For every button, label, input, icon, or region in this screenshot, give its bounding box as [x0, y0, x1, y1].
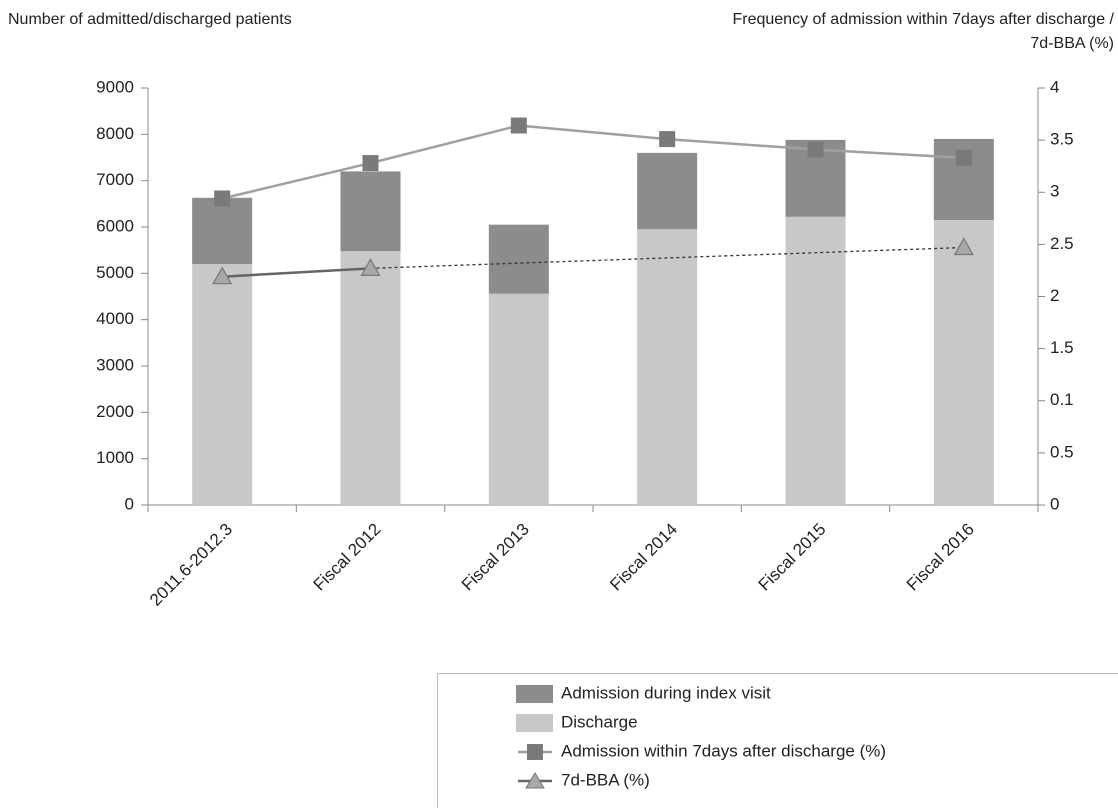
bar — [637, 229, 698, 506]
y2-axis-title: Frequency of admission within 7days afte… — [732, 11, 1114, 28]
gap-connector — [370, 246, 964, 270]
bar — [488, 293, 549, 505]
line-marker — [212, 266, 233, 285]
y2-tick-label: 4 — [1050, 77, 1059, 96]
line-marker — [214, 190, 231, 207]
y-axis-title: Number of admitted/discharged patients — [8, 11, 292, 28]
line-marker — [953, 237, 974, 256]
y-tick-label: 3000 — [96, 355, 134, 374]
y-tick-label: 1000 — [96, 448, 134, 467]
y2-tick-label: 0 — [1050, 494, 1059, 513]
x-tick-label: Fiscal 2014 — [606, 520, 681, 595]
x-tick-label: Fiscal 2016 — [903, 520, 978, 595]
y2-tick-label: 3 — [1050, 182, 1059, 201]
legend-swatch — [516, 714, 553, 732]
line-marker — [955, 149, 972, 166]
x-tick-label: Fiscal 2013 — [458, 520, 533, 595]
x-tick-label: Fiscal 2015 — [755, 520, 830, 595]
y-tick-label: 5000 — [96, 263, 134, 282]
y2-tick-label: 3.5 — [1050, 130, 1074, 149]
line-marker — [510, 117, 527, 134]
bar — [192, 197, 253, 265]
legend-label: 7d-BBA (%) — [561, 770, 650, 789]
line-marker — [659, 131, 676, 148]
bar — [340, 171, 401, 252]
y-tick-label: 0 — [125, 494, 134, 513]
bar — [488, 224, 549, 294]
x-tick-label: 2011.6-2012.3 — [146, 520, 236, 610]
y2-tick-label: 0.1 — [1050, 390, 1074, 409]
line-marker — [362, 155, 379, 172]
line — [221, 124, 964, 200]
legend-marker — [527, 744, 543, 760]
y2-tick-label: 0.5 — [1050, 442, 1074, 461]
line — [222, 267, 371, 278]
y-tick-label: 9000 — [96, 77, 134, 96]
bar — [637, 152, 698, 230]
line-marker — [807, 141, 824, 158]
x-tick-label: Fiscal 2012 — [310, 520, 385, 595]
legend-swatch — [516, 685, 553, 703]
y-tick-label: 4000 — [96, 309, 134, 328]
legend-label: Admission within 7days after discharge (… — [561, 741, 886, 760]
legend-label: Admission during index visit — [561, 683, 771, 702]
bar — [933, 220, 994, 506]
y-tick-label: 2000 — [96, 402, 134, 421]
legend-box — [437, 673, 1118, 808]
y2-tick-label: 2 — [1050, 286, 1059, 305]
legend-label: Discharge — [561, 712, 638, 731]
legend-marker — [525, 772, 545, 789]
y-tick-label: 7000 — [96, 170, 134, 189]
y-tick-label: 8000 — [96, 124, 134, 143]
y2-tick-label: 2.5 — [1050, 234, 1074, 253]
y2-tick-label: 1.5 — [1050, 338, 1074, 357]
bar — [785, 216, 846, 505]
y-tick-label: 6000 — [96, 216, 134, 235]
y2-axis-title: 7d-BBA (%) — [1030, 35, 1114, 52]
bar — [340, 251, 401, 505]
line-marker — [360, 258, 381, 276]
bar — [192, 264, 253, 505]
